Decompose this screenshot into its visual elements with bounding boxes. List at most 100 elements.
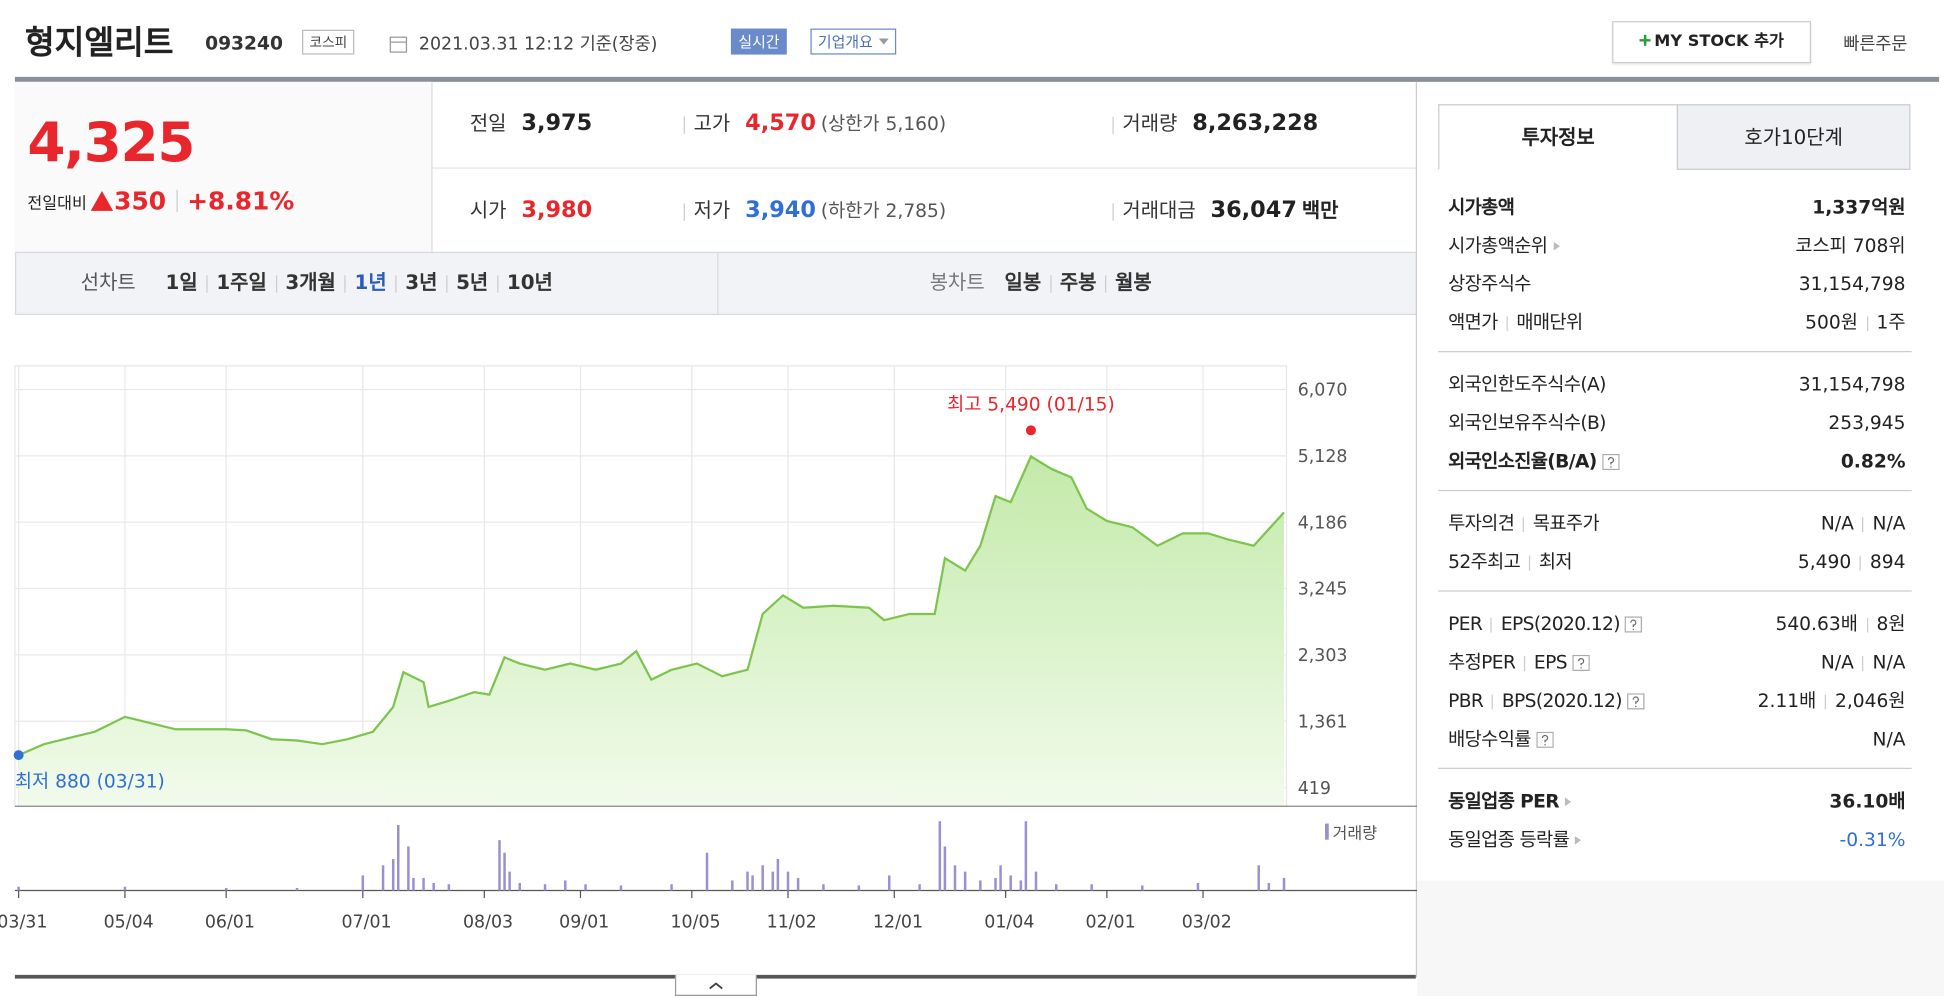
quote-value: 4,570 [745, 110, 816, 137]
info-label: 동일업종 PER [1448, 786, 1574, 816]
info-label-part: PBR [1448, 689, 1484, 712]
info-value-part: 500원 [1805, 311, 1858, 334]
volume-bar [1034, 871, 1038, 891]
volume-bar [1141, 885, 1144, 891]
period-option[interactable]: 1일 [165, 270, 198, 294]
volume-bar [508, 871, 511, 891]
volume-bar [17, 886, 20, 891]
info-label-part: 시가총액 [1448, 195, 1515, 219]
info-value: N/A N/A [1821, 509, 1906, 539]
info-label-part: 동일업종 PER [1448, 790, 1560, 813]
my-stock-button[interactable]: MY STOCK 추가 [1612, 21, 1812, 64]
volume-bar [705, 852, 709, 891]
help-icon[interactable] [1535, 731, 1554, 748]
period-option[interactable]: 1년 [354, 270, 387, 294]
separator [275, 274, 277, 293]
price-line [18, 454, 1285, 757]
panel-foot [1417, 880, 1944, 996]
volume-bar [503, 852, 506, 891]
period-divider [717, 253, 719, 314]
candle-option[interactable]: 일봉 [1004, 270, 1042, 294]
volume-bar [361, 875, 365, 891]
panel-tab[interactable]: 투자정보 [1438, 104, 1679, 170]
quote-label: 거래량 [1122, 111, 1178, 136]
volume-bar [1019, 880, 1023, 891]
x-tick-label: 08/03 [463, 913, 513, 933]
x-tick-label: 07/01 [341, 913, 391, 933]
separator [1825, 693, 1827, 709]
volume-bar [1090, 884, 1093, 891]
separator [1049, 274, 1052, 293]
info-value-part: 36.10배 [1829, 790, 1906, 813]
help-icon[interactable] [1601, 453, 1620, 471]
volume-bar [786, 871, 790, 891]
volume-bar [1267, 882, 1271, 891]
info-value: 36.10배 [1829, 786, 1905, 816]
separator [1862, 516, 1864, 532]
separator [683, 115, 685, 134]
y-tick-label: 2,303 [1298, 646, 1348, 666]
y-tick-label: 6,070 [1298, 381, 1348, 401]
period-option[interactable]: 5년 [456, 270, 489, 294]
info-value-part: N/A [1872, 651, 1906, 674]
x-tick-label: 06/01 [205, 913, 255, 933]
help-icon[interactable] [1624, 616, 1643, 633]
collapse-icon [709, 982, 723, 990]
info-label: PER EPS(2020.12) [1448, 609, 1643, 639]
period-option[interactable]: 10년 [506, 270, 553, 294]
period-option[interactable]: 3년 [405, 270, 438, 294]
candle-option[interactable]: 월봉 [1115, 270, 1152, 294]
info-label-part: 투자의견 [1448, 512, 1515, 535]
volume-bar [776, 859, 780, 891]
x-tick-label: 09/01 [559, 913, 609, 933]
info-value-part: 1주 [1876, 311, 1906, 334]
separator [1112, 202, 1114, 221]
info-value: 500원 1주 [1805, 308, 1905, 338]
candle-group: 봉차트 일봉 주봉 월봉 [930, 268, 1152, 298]
info-divider [1438, 489, 1912, 492]
quote-item: 전일 3,975 [470, 109, 592, 139]
volume-bar [918, 884, 921, 891]
info-label-part: 외국인한도주식수(A) [1448, 373, 1606, 396]
panel-border [1415, 81, 1418, 978]
x-tick-label: 05/04 [104, 913, 154, 933]
collapse-handle[interactable] [674, 974, 757, 996]
help-icon[interactable] [1571, 654, 1590, 672]
candle-option[interactable]: 주봉 [1059, 270, 1097, 294]
info-value-part: -0.31% [1839, 828, 1906, 851]
change-value: 350 [114, 186, 167, 216]
info-label-part: EPS [1533, 651, 1568, 674]
volume-bar [432, 882, 435, 891]
separator [1528, 555, 1531, 570]
volume-bar [979, 880, 982, 891]
info-value-part: 540.63배 [1775, 612, 1858, 636]
change-row: 전일대비 350 +8.81% [27, 186, 294, 216]
info-label-part: 동일업종 등락률 [1448, 828, 1570, 851]
info-divider [1438, 767, 1912, 769]
info-value-part: 253,945 [1828, 411, 1906, 435]
help-icon[interactable] [1626, 693, 1645, 710]
info-label-part: 최저 [1538, 550, 1573, 574]
overview-button[interactable]: 기업개요 [810, 28, 897, 55]
quick-order[interactable]: 빠른주문 [1843, 34, 1908, 55]
price-area [18, 456, 1285, 807]
info-label: 외국인한도주식수(A) [1448, 370, 1606, 400]
x-tick-label: 03/31 [0, 913, 47, 933]
quote-item: 고가 4,570 (상한가 5,160) [675, 109, 946, 139]
info-label: 외국인소진율(B/A) [1448, 447, 1620, 477]
info-label: 시가총액순위 [1448, 231, 1562, 261]
separator [683, 202, 685, 221]
quote-value: 8,263,228 [1192, 110, 1319, 137]
panel-tab[interactable]: 호가10단계 [1676, 104, 1911, 170]
quote-value: 36,047 [1210, 197, 1297, 224]
period-option[interactable]: 1주일 [216, 270, 267, 294]
volume-bar [381, 865, 385, 891]
quote-unit: 백만 [1301, 198, 1339, 223]
quote-item: 저가 3,940 (하한가 2,785) [675, 196, 946, 226]
info-value: 31,154,798 [1799, 370, 1906, 400]
realtime-badge[interactable]: 실시간 [730, 28, 787, 55]
separator [1866, 617, 1868, 632]
separator [1491, 693, 1494, 709]
info-label-part: EPS(2020.12) [1500, 612, 1621, 636]
period-option[interactable]: 3개월 [285, 270, 336, 294]
